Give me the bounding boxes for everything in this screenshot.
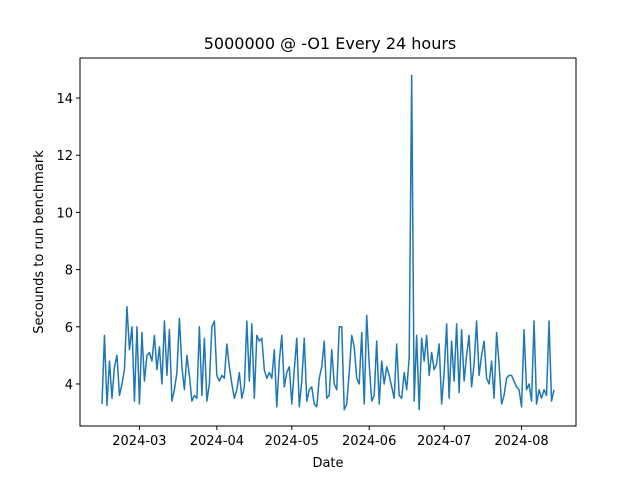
y-tick-label: 4 xyxy=(65,378,73,393)
x-tick-label: 2024-07 xyxy=(417,434,471,449)
y-axis-label: Secounds to run benchmark xyxy=(32,150,47,334)
x-axis-label: Date xyxy=(312,456,343,471)
x-tick-label: 2024-04 xyxy=(190,434,244,449)
x-tick-label: 2024-08 xyxy=(494,434,548,449)
x-tick-label: 2024-06 xyxy=(342,434,396,449)
y-tick-label: 14 xyxy=(56,92,73,107)
y-tick-label: 6 xyxy=(65,321,73,336)
plot-frame xyxy=(79,57,577,427)
y-tick-label: 8 xyxy=(65,264,73,279)
data-line xyxy=(101,74,555,411)
chart-title: 5000000 @ -O1 Every 24 hours xyxy=(204,34,457,53)
y-tick-label: 10 xyxy=(56,206,73,221)
x-tick-label: 2024-03 xyxy=(112,434,166,449)
x-tick-label: 2024-05 xyxy=(265,434,319,449)
y-tick-label: 12 xyxy=(56,149,73,164)
